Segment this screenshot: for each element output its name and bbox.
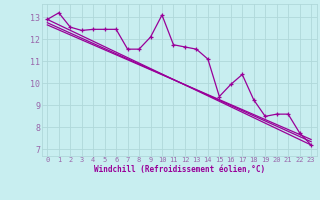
X-axis label: Windchill (Refroidissement éolien,°C): Windchill (Refroidissement éolien,°C) [94,165,265,174]
